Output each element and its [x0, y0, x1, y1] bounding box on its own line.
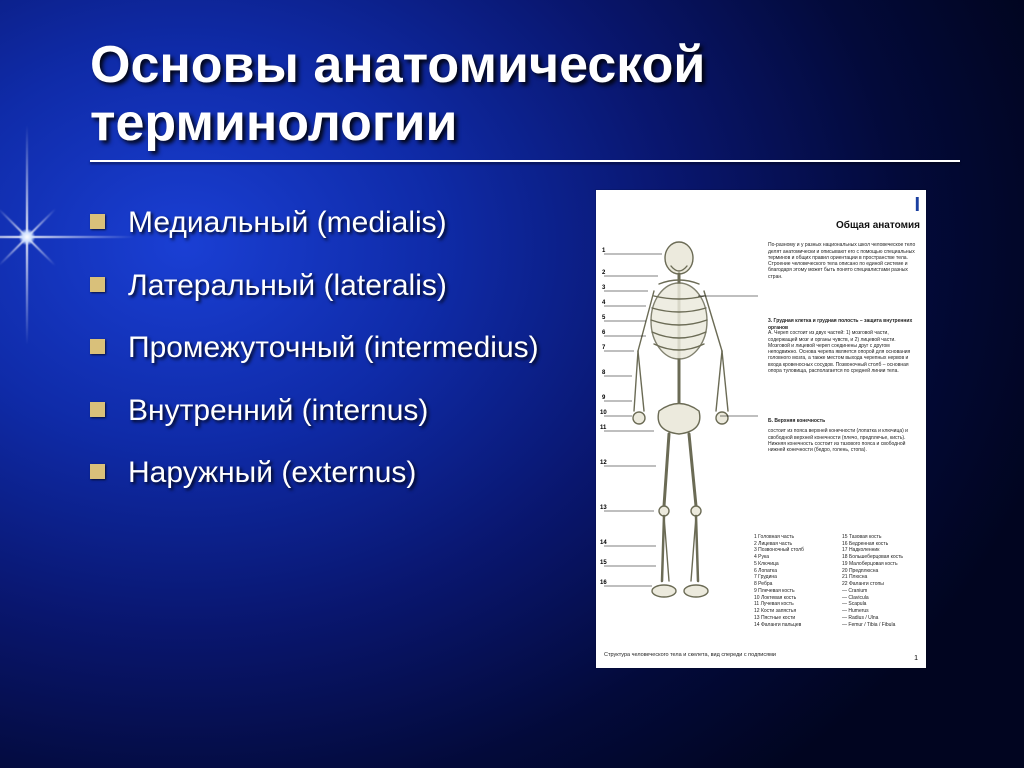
legend-item: 20 Предплюсна [842, 568, 920, 575]
figure-paragraph: А. Череп состоит из двух частей: 1) мозг… [768, 330, 918, 374]
legend-item: 16 Бедренная кость [842, 541, 920, 548]
legend-col-left: 1 Головная часть 2 Лицевая часть 3 Позво… [754, 534, 832, 629]
leader-number: 7 [602, 345, 605, 351]
legend-item: 5 Ключица [754, 561, 832, 568]
title-underline [90, 160, 960, 162]
anatomy-figure-panel: I Общая анатомия [596, 190, 926, 668]
leader-number: 12 [600, 460, 607, 466]
leader-number: 13 [600, 505, 607, 511]
section-roman-numeral: I [914, 194, 920, 217]
leader-number: 10 [600, 410, 607, 416]
slide: Основы анатомической терминологии Медиал… [0, 0, 1024, 768]
legend-item: — Cranium [842, 588, 920, 595]
leader-number: 16 [600, 580, 607, 586]
slide-title: Основы анатомической терминологии [90, 36, 964, 152]
leader-number: 14 [600, 540, 607, 546]
legend-item: 18 Большеберцовая кость [842, 554, 920, 561]
figure-legend: 1 Головная часть 2 Лицевая часть 3 Позво… [754, 534, 920, 629]
legend-item: 8 Ребра [754, 581, 832, 588]
leader-number: 2 [602, 270, 605, 276]
legend-item: 9 Плечевая кость [754, 588, 832, 595]
leader-number: 4 [602, 300, 605, 306]
figure-page-number: 1 [914, 655, 918, 662]
legend-item: 14 Фаланги пальцев [754, 622, 832, 629]
legend-item: 6 Лопатка [754, 568, 832, 575]
figure-caption: Структура человеческого тела и скелета, … [604, 652, 914, 658]
legend-item: 11 Лучевая кость [754, 601, 832, 608]
legend-item: 10 Локтевая кость [754, 595, 832, 602]
legend-item: 4 Рука [754, 554, 832, 561]
leader-number: 5 [602, 315, 605, 321]
bullet-item: Наружный (externus) [90, 454, 570, 492]
bullet-item: Промежуточный (intermedius) [90, 329, 570, 367]
bullet-item: Медиальный (medialis) [90, 204, 570, 242]
skeleton-illustration [604, 236, 754, 606]
leader-number: 3 [602, 285, 605, 291]
legend-item: — Scapula [842, 601, 920, 608]
content-row: Медиальный (medialis) Латеральный (later… [90, 190, 964, 668]
section-label: Общая анатомия [836, 220, 920, 231]
legend-item: — Clavicula [842, 595, 920, 602]
legend-item: 21 Плюсна [842, 574, 920, 581]
figure-paragraph: По-разному и у разных национальных школ … [768, 242, 918, 280]
legend-item: 19 Малоберцовая кость [842, 561, 920, 568]
legend-item: 17 Надколенник [842, 547, 920, 554]
leader-number: 8 [602, 370, 605, 376]
legend-item: 13 Пястные кости [754, 615, 832, 622]
figure-paragraph-heading: Б. Верхняя конечность [768, 418, 918, 424]
legend-col-right: 15 Тазовая кость 16 Бедренная кость 17 Н… [842, 534, 920, 629]
legend-item: 22 Фаланги стопы [842, 581, 920, 588]
legend-item: — Femur / Tibia / Fibula [842, 622, 920, 629]
bullet-list: Медиальный (medialis) Латеральный (later… [90, 190, 570, 516]
leader-number: 15 [600, 560, 607, 566]
legend-item: 1 Головная часть [754, 534, 832, 541]
leader-number: 1 [602, 248, 605, 254]
legend-item: — Radius / Ulna [842, 615, 920, 622]
leader-number: 9 [602, 395, 605, 401]
legend-item: 3 Позвоночный столб [754, 547, 832, 554]
bullet-item: Внутренний (internus) [90, 392, 570, 430]
figure-paragraph: состоит из пояса верхней конечности (лоп… [768, 428, 918, 453]
legend-item: 15 Тазовая кость [842, 534, 920, 541]
legend-item: 7 Грудина [754, 574, 832, 581]
bullet-item: Латеральный (lateralis) [90, 267, 570, 305]
leader-number: 6 [602, 330, 605, 336]
legend-item: — Humerus [842, 608, 920, 615]
leader-number: 11 [600, 425, 606, 431]
legend-item: 12 Кости запястья [754, 608, 832, 615]
